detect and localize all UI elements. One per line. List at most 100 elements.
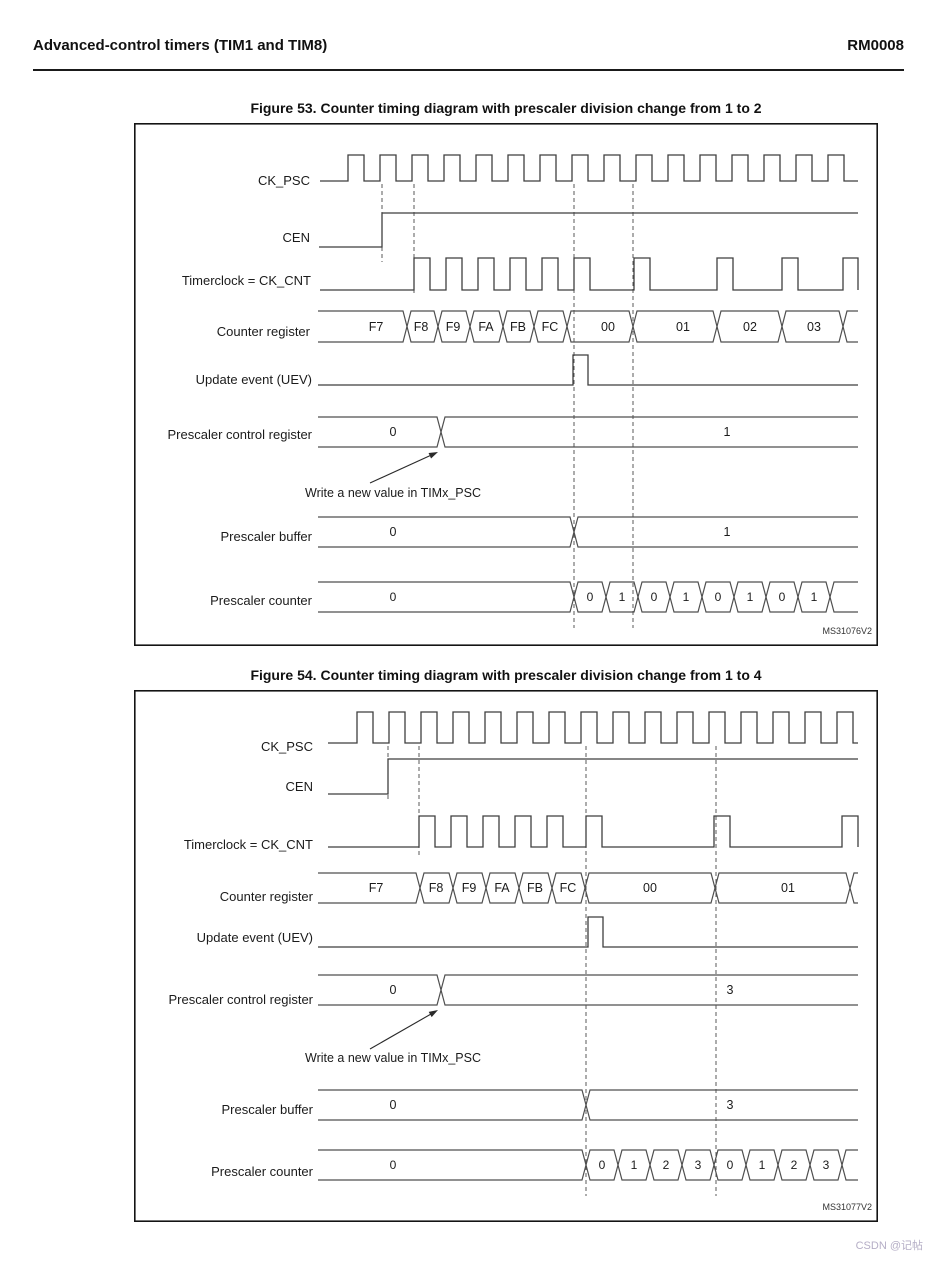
counter-register-bus-value: 02 <box>743 320 757 334</box>
counter-register-bus-value: F8 <box>429 881 444 895</box>
prescaler-counter-bus-value: 0 <box>599 1158 606 1172</box>
counter-register-bus-value: F9 <box>462 881 477 895</box>
ck-psc-waveform <box>328 711 858 744</box>
ck-psc-waveform <box>320 154 858 182</box>
prescaler-counter-bus-value: 0 <box>727 1158 734 1172</box>
annotation-arrowhead <box>428 1010 438 1018</box>
counter-register-bus: F7 F8 F9 FA FB FC 00 01 <box>318 872 858 904</box>
prescaler-counter-bus-value: 0 <box>587 590 594 604</box>
signal-ck-cnt: Timerclock = CK_CNT <box>184 815 859 852</box>
annotation-arrow-line <box>369 1012 434 1050</box>
figure-54-timing-diagram: CK_PSC CEN Timerclock = CK_CNT F7 F8 F9 FA FB FC… <box>134 689 879 1223</box>
write-annotation-text: Write a new value in TIMx_PSC <box>305 486 481 500</box>
prescaler-control-bus-value: 0 <box>390 425 397 439</box>
uev-label: Update event (UEV) <box>197 930 313 945</box>
watermark-text: CSDN @记帖 <box>855 1240 923 1252</box>
prescaler-counter-bus-value: 1 <box>759 1158 766 1172</box>
uev-label: Update event (UEV) <box>196 372 312 387</box>
header-doc-number: RM0008 <box>847 37 904 54</box>
header-divider <box>33 69 904 71</box>
ck-psc-label: CK_PSC <box>261 739 313 754</box>
write-annotation-text: Write a new value in TIMx_PSC <box>305 1051 481 1065</box>
dashed-guidelines <box>381 184 634 628</box>
figure-border <box>134 689 879 1223</box>
prescaler-counter-bus-value: 3 <box>695 1158 702 1172</box>
write-annotation-arrow <box>369 1010 438 1050</box>
counter-register-bus-value: F7 <box>369 881 384 895</box>
prescaler-control-bus-rail <box>318 416 858 448</box>
prescaler-buffer-label: Prescaler buffer <box>221 1102 313 1117</box>
figure-reference-code: MS31076V2 <box>822 626 872 636</box>
ck-cnt-waveform <box>320 257 859 291</box>
counter-register-bus-value: 00 <box>601 320 615 334</box>
figure-border <box>134 123 879 647</box>
prescaler-control-bus-rail <box>318 416 858 448</box>
prescaler-counter-bus: 0 0 1 0 1 0 1 0 1 <box>318 581 858 613</box>
annotation-arrowhead <box>428 452 438 459</box>
counter-register-bus-rail <box>318 310 858 343</box>
counter-register-bus-value: FC <box>542 320 559 334</box>
prescaler-counter-bus-value: 1 <box>747 590 754 604</box>
prescaler-counter-bus-value: 0 <box>390 590 397 604</box>
counter-register-label: Counter register <box>220 889 314 904</box>
signal-ck-psc: CK_PSC <box>261 711 858 754</box>
signal-uev: Update event (UEV) <box>196 354 858 387</box>
prescaler-control-bus-value: 1 <box>724 425 731 439</box>
dashed-guidelines <box>387 746 717 1196</box>
prescaler-counter-bus-value: 1 <box>811 590 818 604</box>
cen-waveform <box>328 758 858 795</box>
counter-register-bus-value: F7 <box>369 320 384 334</box>
figure-53-timing-diagram: CK_PSC CEN Timerclock = CK_CNT F7 F8 F9 FA FB FC… <box>134 123 879 647</box>
prescaler-counter-bus-value: 0 <box>779 590 786 604</box>
prescaler-counter-label: Prescaler counter <box>211 1164 314 1179</box>
ck-cnt-label: Timerclock = CK_CNT <box>182 273 311 288</box>
prescaler-control-bus-value: 3 <box>727 983 734 997</box>
counter-register-bus-rail <box>318 310 858 343</box>
annotation-arrow-line <box>369 453 433 484</box>
ck-psc-label: CK_PSC <box>258 173 310 188</box>
signal-ck-cnt: Timerclock = CK_CNT <box>182 257 859 291</box>
signal-ck-psc: CK_PSC <box>258 154 858 188</box>
prescaler-counter-bus-rail <box>318 581 858 613</box>
counter-register-label: Counter register <box>217 324 311 339</box>
counter-register-bus-value: 03 <box>807 320 821 334</box>
prescaler-buffer-label: Prescaler buffer <box>220 529 312 544</box>
counter-register-bus-value: F8 <box>414 320 429 334</box>
signal-cen: CEN <box>286 758 858 795</box>
counter-register-bus-value: FB <box>510 320 526 334</box>
prescaler-buffer-bus-value: 0 <box>390 525 397 539</box>
prescaler-control-label: Prescaler control register <box>168 427 313 442</box>
cen-label: CEN <box>286 779 313 794</box>
prescaler-counter-bus-rail <box>318 1149 858 1181</box>
figure-54-caption: Figure 54. Counter timing diagram with p… <box>250 667 762 683</box>
counter-register-bus-rail <box>318 872 858 904</box>
counter-register-bus-value: FA <box>494 881 510 895</box>
cen-waveform <box>319 212 858 248</box>
prescaler-control-bus-value: 0 <box>390 983 397 997</box>
counter-register-bus-value: FB <box>527 881 543 895</box>
prescaler-counter-bus-value: 1 <box>619 590 626 604</box>
prescaler-buffer-bus-rail <box>318 516 858 548</box>
prescaler-control-label: Prescaler control register <box>169 992 314 1007</box>
prescaler-counter-bus-value: 0 <box>715 590 722 604</box>
counter-register-bus-value: F9 <box>446 320 461 334</box>
prescaler-buffer-bus-value: 3 <box>727 1098 734 1112</box>
signal-cen: CEN <box>283 212 858 248</box>
prescaler-counter-bus-value: 2 <box>663 1158 670 1172</box>
counter-register-bus-value: 01 <box>676 320 690 334</box>
ck-cnt-label: Timerclock = CK_CNT <box>184 837 313 852</box>
uev-waveform <box>318 916 858 948</box>
cen-label: CEN <box>283 230 310 245</box>
prescaler-counter-bus-value: 1 <box>683 590 690 604</box>
prescaler-buffer-bus-value: 1 <box>724 525 731 539</box>
counter-register-bus-value: FC <box>560 881 577 895</box>
prescaler-control-bus-rail <box>318 974 858 1006</box>
prescaler-counter-label: Prescaler counter <box>210 593 313 608</box>
prescaler-counter-bus-value: 0 <box>390 1158 397 1172</box>
prescaler-counter-bus-value: 0 <box>651 590 658 604</box>
figure-reference-code: MS31077V2 <box>822 1202 872 1212</box>
uev-waveform <box>318 354 858 386</box>
